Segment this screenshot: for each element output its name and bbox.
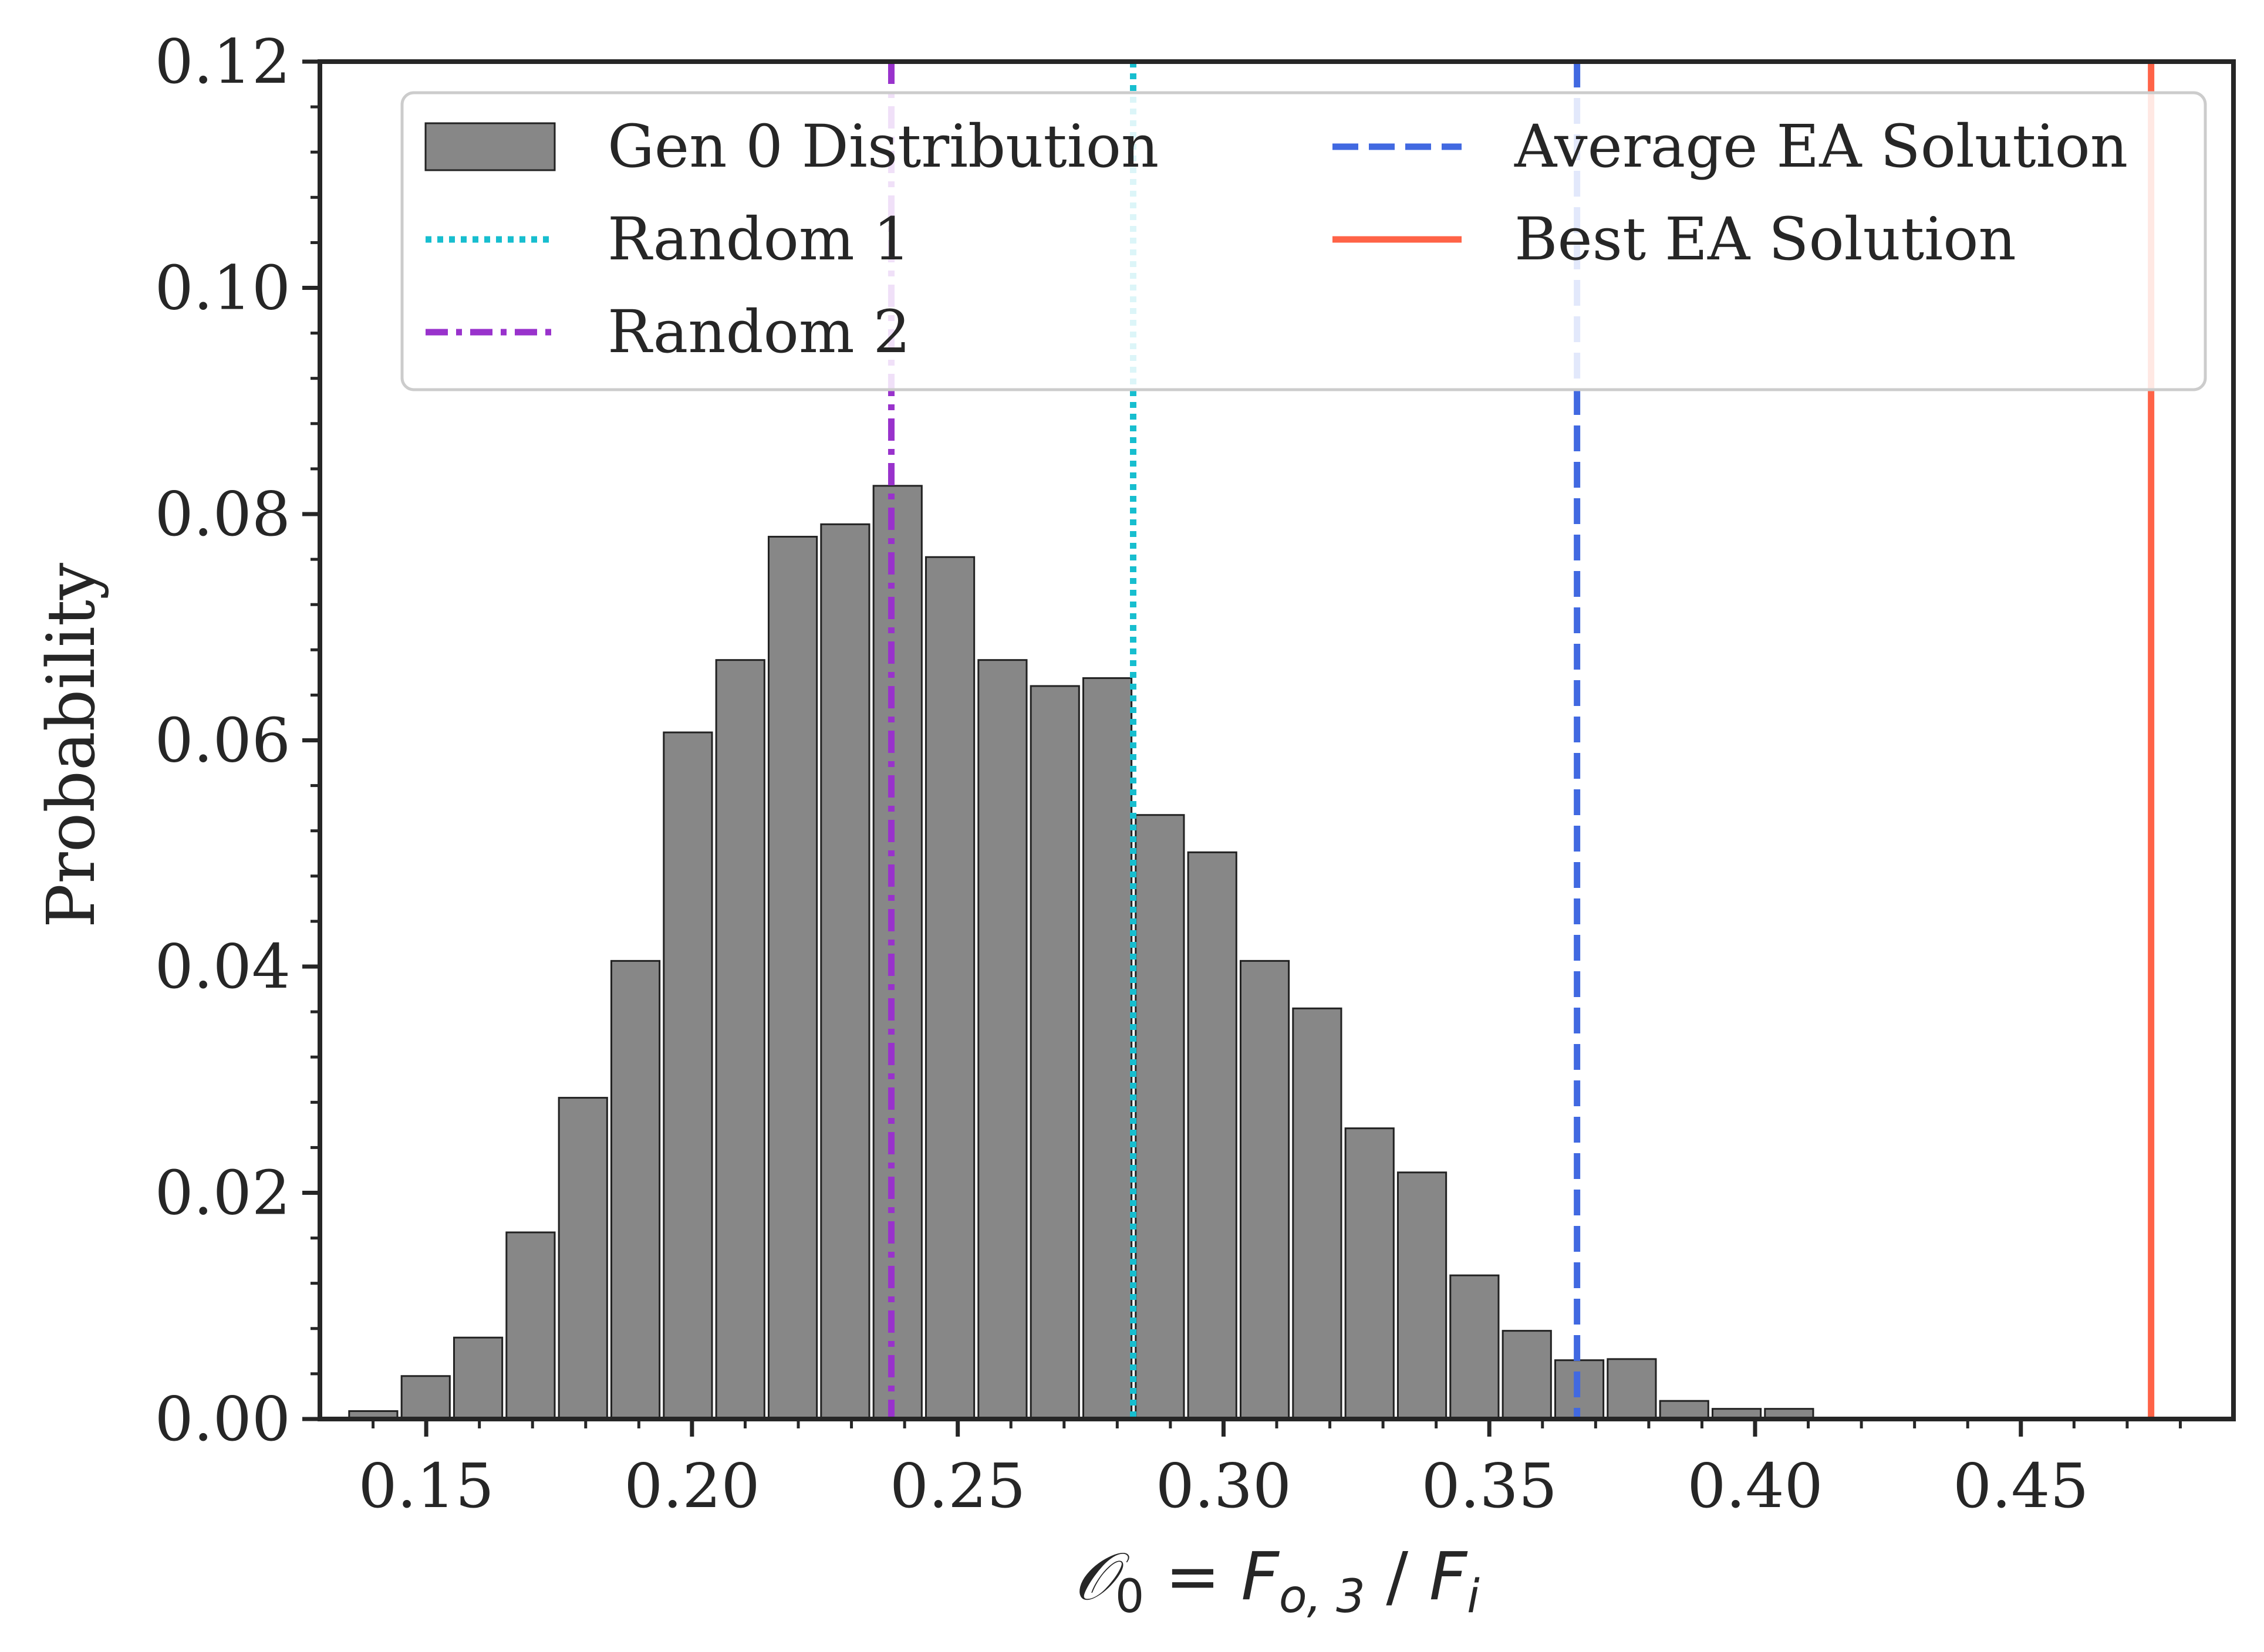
x-tick-label: 0.15 [358, 1450, 494, 1522]
x-axis-label-part: F [1429, 1539, 1468, 1615]
histogram-bar [977, 659, 1028, 1420]
histogram-bar [558, 1097, 608, 1420]
x-tick-label: 0.25 [890, 1450, 1026, 1522]
y-tick-label: 0.12 [154, 26, 291, 97]
histogram-bar [400, 1375, 451, 1420]
y-axis-label: Probability [33, 563, 110, 928]
y-tick-label: 0.00 [154, 1383, 291, 1455]
y-tick-label: 0.06 [154, 705, 291, 776]
histogram-bar [1502, 1330, 1552, 1420]
tick-labels: 0.15 0.20 0.25 0.30 0.35 0.40 0.45 0.00 0.02 0.04… [154, 26, 2088, 1522]
x-tick-label: 0.45 [1953, 1450, 2089, 1522]
histogram-bar [505, 1231, 556, 1420]
histogram-bar [925, 556, 976, 1420]
histogram-bar [1239, 960, 1290, 1420]
legend-label: Random 2 [608, 298, 910, 366]
y-tick-label: 0.08 [154, 478, 291, 550]
y-tick-label: 0.10 [154, 252, 291, 324]
x-axis-label-part: F [1241, 1539, 1280, 1615]
histogram-bar [610, 960, 661, 1420]
legend-label: Best EA Solution [1514, 205, 2016, 273]
legend-label: Average EA Solution [1514, 112, 2128, 181]
legend-label: Gen 0 Distribution [608, 112, 1159, 181]
histogram-bar [1135, 814, 1185, 1420]
legend-label: Random 1 [608, 205, 910, 273]
x-axis-label-part: 0 [1115, 1570, 1145, 1623]
histogram-bar [1607, 1358, 1657, 1420]
x-axis-label-part: i [1467, 1570, 1480, 1623]
histogram-bar [872, 485, 923, 1420]
histogram-bar [1082, 677, 1133, 1420]
histogram-bar [1659, 1400, 1709, 1420]
histogram-bar [820, 523, 870, 1420]
histogram-bar [453, 1336, 504, 1420]
x-tick-label: 0.20 [624, 1450, 760, 1522]
histogram-bars [348, 485, 1814, 1420]
axes [302, 59, 2236, 1437]
x-tick-label: 0.30 [1156, 1450, 1292, 1522]
histogram-bar [663, 731, 713, 1420]
x-axis-label-part: = [1144, 1539, 1241, 1615]
histogram-bar [1449, 1274, 1500, 1420]
histogram-bar [767, 536, 818, 1420]
legend-box [400, 91, 2207, 391]
x-tick-label: 0.40 [1687, 1450, 1823, 1522]
histogram-bar [1030, 685, 1080, 1420]
legend: Gen 0 Distribution Random 1 Random 2 Averag… [400, 91, 2207, 391]
x-tick-label: 0.35 [1421, 1450, 1557, 1522]
histogram-bar [1396, 1171, 1448, 1420]
x-axis-label-part: / [1365, 1539, 1429, 1615]
y-tick-label: 0.02 [154, 1157, 291, 1229]
histogram-bar [715, 659, 765, 1420]
x-axis-label: 𝒪0 = Fo, 3 / Fi [1074, 1539, 1480, 1623]
x-axis-label-part: o, 3 [1279, 1570, 1365, 1623]
histogram-bar [1344, 1127, 1395, 1420]
y-tick-label: 0.04 [154, 931, 291, 1002]
histogram-bar [1292, 1007, 1342, 1420]
histogram-bar [1187, 851, 1237, 1420]
legend-swatch [424, 122, 556, 171]
